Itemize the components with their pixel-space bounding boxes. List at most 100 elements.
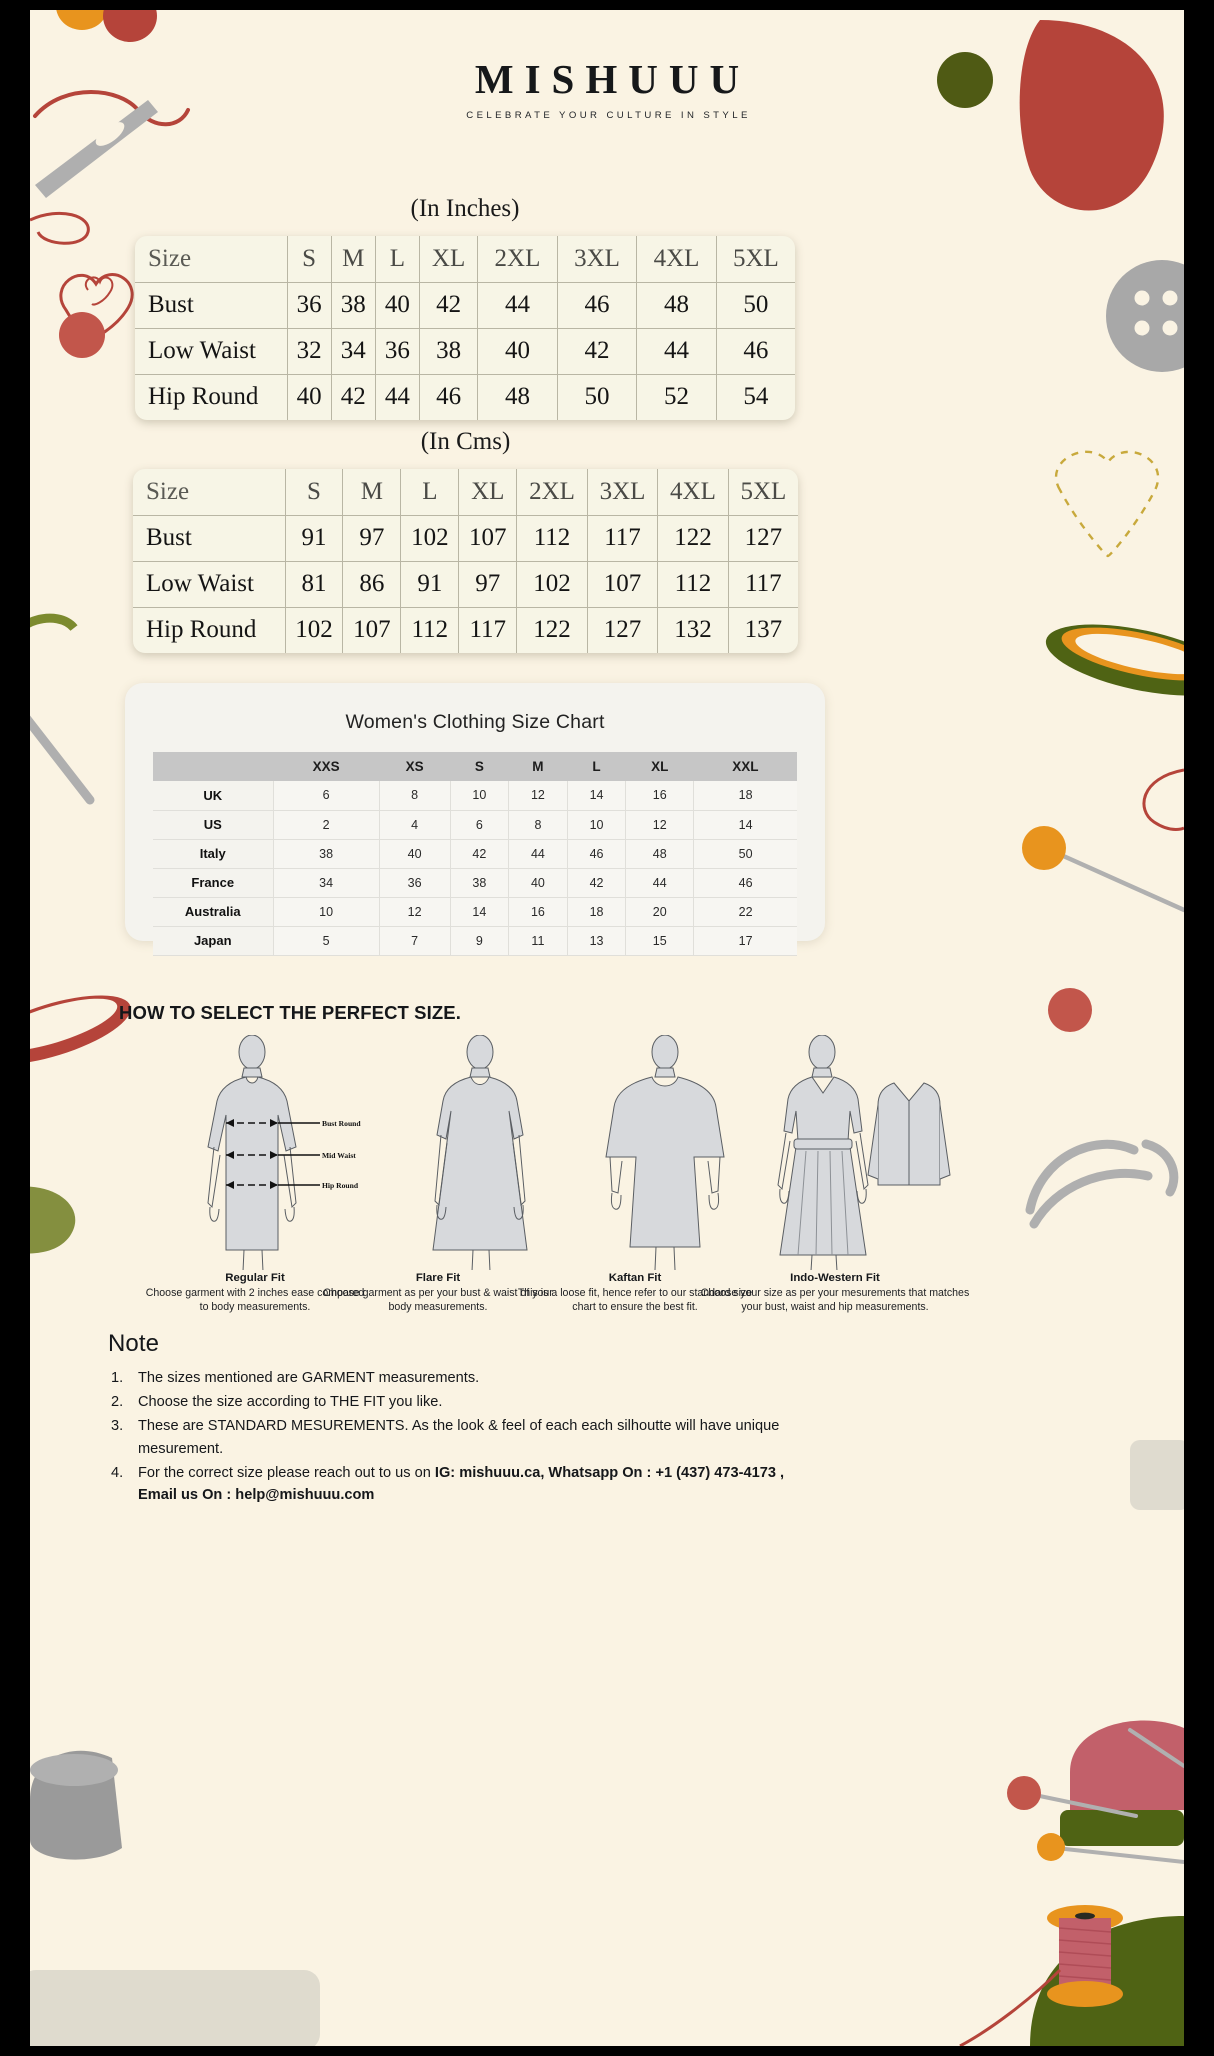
note-item-text: For the correct size please reach out to… bbox=[138, 1464, 435, 1481]
size-column-header: S bbox=[450, 752, 509, 781]
size-value: 14 bbox=[567, 781, 627, 811]
note-item-number: 3. bbox=[111, 1418, 124, 1435]
table-header-row: Size S M L XL 2XL 3XL 4XL 5XL bbox=[133, 469, 798, 516]
size-value: 36 bbox=[379, 868, 451, 898]
fit-caption-kaftan: Kaftan Fit This is a loose fit, hence re… bbox=[505, 1272, 765, 1314]
note-item-text: Choose the size according to THE FIT you… bbox=[138, 1394, 443, 1411]
pin-orange-icon bbox=[1022, 826, 1184, 913]
thread-loop-icon bbox=[30, 211, 90, 245]
size-value: 6 bbox=[273, 781, 380, 811]
size-column-header: 4XL bbox=[636, 236, 717, 283]
size-value: 46 bbox=[567, 839, 627, 869]
size-value: 46 bbox=[693, 868, 797, 898]
table-row: Low Waist 81 86 91 97 102 107 112 117 bbox=[133, 561, 798, 608]
measurement-value: 46 bbox=[716, 328, 795, 375]
note-section: Note 1. The sizes mentioned are GARMENT m… bbox=[108, 1330, 818, 1508]
size-value: 10 bbox=[273, 897, 380, 927]
size-value: 14 bbox=[693, 810, 797, 840]
measurement-value: 86 bbox=[342, 561, 402, 608]
size-value: 16 bbox=[508, 897, 568, 927]
size-value: 44 bbox=[508, 839, 568, 869]
annotation-mid-waist: Mid Waist bbox=[322, 1151, 356, 1160]
table-row: Australia 10 12 14 16 18 20 22 bbox=[153, 897, 797, 927]
thread-spool-icon bbox=[959, 1905, 1123, 2046]
fit-description: Choose your size as per your mesurements… bbox=[700, 1287, 970, 1314]
note-item: 1. The sizes mentioned are GARMENT measur… bbox=[108, 1367, 818, 1389]
measurement-value: 122 bbox=[516, 607, 588, 653]
table-row: Bust 36 38 40 42 44 46 48 50 bbox=[135, 282, 795, 329]
table-row: France 34 36 38 40 42 44 46 bbox=[153, 868, 797, 898]
size-column-header: L bbox=[375, 236, 420, 283]
size-value: 5 bbox=[273, 926, 380, 956]
size-value: 42 bbox=[567, 868, 627, 898]
cms-section: (In Cms) Size S M L XL 2XL 3XL 4XL 5XL Bust 91 97 10… bbox=[133, 428, 798, 653]
measurement-value: 32 bbox=[287, 328, 332, 375]
cms-table: Size S M L XL 2XL 3XL 4XL 5XL Bust 91 97 102 107 112 11… bbox=[133, 469, 798, 653]
measurement-value: 112 bbox=[657, 561, 729, 608]
size-value: 8 bbox=[379, 781, 451, 811]
measurement-value: 132 bbox=[657, 607, 729, 653]
fit-description: This is a loose fit, hence refer to our … bbox=[517, 1287, 753, 1314]
size-value: 11 bbox=[508, 926, 568, 956]
dashed-heart-icon bbox=[1054, 450, 1160, 558]
fit-name: Kaftan Fit bbox=[608, 1272, 662, 1284]
size-value: 6 bbox=[450, 810, 510, 840]
gray-block-icon bbox=[1130, 1440, 1184, 1510]
measurement-value: 36 bbox=[287, 282, 332, 329]
measurement-value: 40 bbox=[477, 328, 558, 375]
measurement-value: 36 bbox=[375, 328, 420, 375]
measurement-value: 107 bbox=[342, 607, 402, 653]
cms-title: (In Cms) bbox=[420, 428, 511, 455]
size-column-header: XL bbox=[625, 752, 694, 781]
measurement-value: 40 bbox=[375, 282, 420, 329]
measurement-value: 44 bbox=[636, 328, 717, 375]
size-column-header: XL bbox=[419, 236, 479, 283]
annotation-bust-round: Bust Round bbox=[322, 1119, 361, 1128]
fit-description: Choose garment as per your bust & waist … bbox=[323, 1287, 553, 1314]
embroidery-hoop-right-icon bbox=[1045, 624, 1184, 696]
measurement-value: 117 bbox=[728, 561, 798, 608]
size-column-header: 5XL bbox=[716, 236, 795, 283]
measurement-value: 38 bbox=[419, 328, 479, 375]
region-label: Italy bbox=[153, 839, 274, 869]
note-item: 3. These are STANDARD MESUREMENTS. As the… bbox=[108, 1415, 818, 1459]
size-value: 18 bbox=[567, 897, 627, 927]
note-list: 1. The sizes mentioned are GARMENT measur… bbox=[108, 1367, 818, 1506]
pin-orange-2-icon bbox=[1037, 1833, 1184, 1864]
brand-tagline: CELEBRATE YOUR CULTURE IN STYLE bbox=[466, 110, 751, 121]
inches-table-card: Size S M L XL 2XL 3XL 4XL 5XL Bust 36 38 40 42 44 46 48 5… bbox=[135, 236, 795, 420]
embroidery-hoop-left-icon bbox=[30, 995, 131, 1065]
olive-arc-icon bbox=[30, 613, 78, 632]
measurement-value: 107 bbox=[458, 515, 518, 562]
size-column-header: M bbox=[331, 236, 376, 283]
measurement-value: 102 bbox=[516, 561, 588, 608]
thimble-icon bbox=[30, 1750, 122, 1860]
fit-name: Flare Fit bbox=[415, 1272, 461, 1284]
note-item: 2. Choose the size according to THE FIT y… bbox=[108, 1391, 818, 1413]
size-value: 2 bbox=[273, 810, 380, 840]
size-column-header: L bbox=[567, 752, 626, 781]
note-heading: Note bbox=[108, 1330, 160, 1357]
size-value: 17 bbox=[693, 926, 797, 956]
measurement-value: 97 bbox=[342, 515, 402, 562]
measurement-value: 48 bbox=[636, 282, 717, 329]
size-value: 14 bbox=[450, 897, 510, 927]
inches-section: (In Inches) Size S M L XL 2XL 3XL 4XL 5XL Bust 36 3… bbox=[135, 195, 795, 420]
region-label: Japan bbox=[153, 926, 274, 956]
size-value: 40 bbox=[508, 868, 568, 898]
fit-caption-regular: Regular Fit Choose garment with 2 inches… bbox=[140, 1272, 370, 1314]
size-value: 48 bbox=[625, 839, 695, 869]
measurement-value: 50 bbox=[716, 282, 795, 329]
measurement-value: 54 bbox=[743, 383, 769, 411]
measurement-value: 107 bbox=[587, 561, 659, 608]
pincushion-icon bbox=[1060, 1720, 1184, 1846]
figure-regular-fit: Bust Round Mid Waist Hip Round bbox=[207, 1035, 361, 1270]
womens-size-chart-table: XXS XS S M L XL XXL UK 6 8 10 12 14 16 18 US 2 4 6 8 10 12 14… bbox=[153, 752, 797, 956]
olive-leaf-icon bbox=[30, 1186, 76, 1254]
note-item-number: 4. bbox=[111, 1464, 124, 1481]
size-value: 10 bbox=[450, 781, 510, 811]
measurement-value: 112 bbox=[400, 607, 460, 653]
figure-flare-fit bbox=[432, 1035, 528, 1270]
pin-red-icon bbox=[1007, 1728, 1184, 1818]
